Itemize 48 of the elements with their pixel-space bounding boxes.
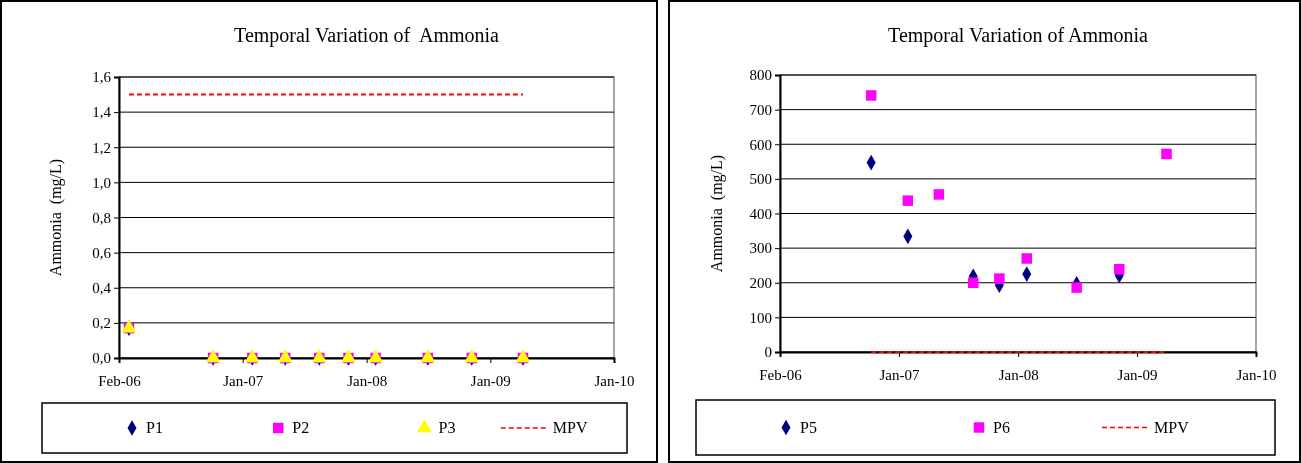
point (994, 273, 1005, 284)
y-tick-label: 0,0 (92, 350, 111, 367)
x-tick-label: Jan-07 (879, 366, 920, 383)
point (865, 90, 877, 101)
legend-label: MPV (1154, 418, 1190, 436)
y-tick-label: 1,6 (92, 69, 112, 86)
y-tick-label: 0,4 (92, 280, 112, 297)
y-axis-title: Ammonia (mg/L) (47, 158, 65, 277)
x-tick-label: Jan-07 (223, 372, 264, 389)
x-tick-label: Jan-09 (1117, 366, 1158, 383)
y-tick-label: 0,6 (92, 244, 112, 261)
y-tick-label: 700 (749, 101, 772, 118)
point (1161, 148, 1172, 160)
x-tick-label: Jan-08 (347, 372, 388, 389)
y-axis-title: Ammonia (mg/L) (708, 154, 726, 273)
legend-label: MPV (552, 419, 588, 436)
legend-label: P5 (800, 418, 817, 436)
point (933, 189, 945, 200)
y-tick-label: 1,4 (92, 104, 112, 121)
y-tick-label: 1,0 (92, 174, 111, 191)
y-tick-label: 0,8 (92, 209, 111, 226)
y-tick-label: 300 (749, 240, 772, 257)
legend-label: P3 (438, 419, 456, 436)
y-tick-label: 1,2 (92, 139, 111, 156)
y-tick-label: 500 (749, 171, 772, 188)
x-tick-label: Feb-06 (759, 366, 803, 383)
y-tick-label: 100 (749, 309, 772, 326)
x-tick-label: Jan-08 (998, 366, 1039, 383)
y-tick-label: 800 (749, 67, 772, 84)
point (902, 195, 914, 206)
legend-label: P6 (993, 418, 1010, 436)
y-tick-label: 0 (764, 344, 772, 361)
chart-title: Temporal Variation of Ammonia (234, 24, 500, 47)
y-tick-label: 600 (749, 136, 772, 153)
x-tick-label: Feb-06 (98, 372, 142, 389)
point (1021, 253, 1032, 264)
point (1071, 282, 1082, 293)
x-tick-label: Jan-10 (1236, 366, 1277, 383)
y-tick-label: 0,2 (92, 315, 111, 332)
y-tick-label: 400 (749, 205, 772, 222)
chart-title: Temporal Variation of Ammonia (888, 24, 1149, 47)
legend-label: P1 (146, 419, 163, 436)
y-tick-label: 200 (749, 275, 772, 292)
x-tick-label: Jan-09 (470, 372, 511, 389)
point (968, 277, 979, 288)
point (1114, 264, 1125, 275)
x-tick-label: Jan-10 (594, 372, 635, 389)
legend-label: P2 (292, 419, 310, 436)
